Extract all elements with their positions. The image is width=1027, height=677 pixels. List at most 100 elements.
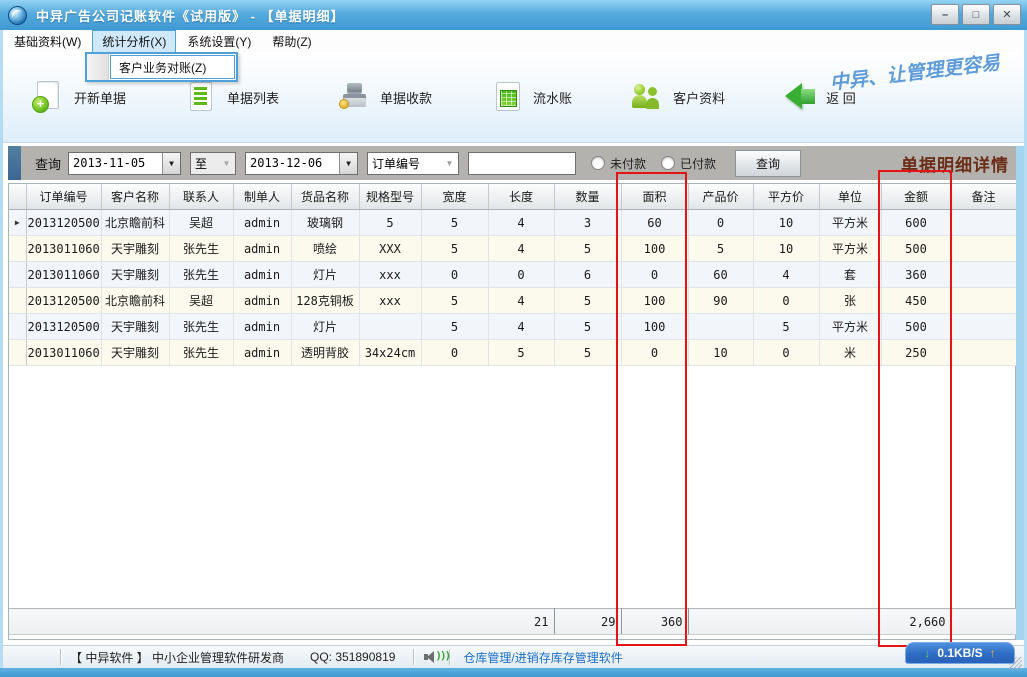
table-cell[interactable]: 100	[621, 313, 689, 340]
chevron-down-icon[interactable]: ▼	[339, 152, 358, 174]
minimize-button[interactable]: –	[931, 4, 959, 25]
table-cell[interactable]: 2013011060	[26, 235, 102, 262]
table-cell[interactable]	[688, 313, 754, 340]
search-field-combo[interactable]: 订单编号 ▼	[367, 151, 460, 175]
table-cell[interactable]: 套	[819, 261, 882, 288]
row-selector[interactable]	[9, 235, 27, 262]
radio-paid[interactable]: 已付款	[661, 155, 716, 172]
column-header-10[interactable]: 产品价	[688, 184, 754, 210]
table-cell[interactable]: 0	[488, 261, 555, 288]
column-header-9[interactable]: 面积	[621, 184, 689, 210]
table-cell[interactable]: 吴超	[169, 287, 234, 314]
toolbar-button-new-document[interactable]: 开新单据	[32, 81, 126, 113]
table-cell[interactable]: 4	[488, 313, 555, 340]
column-header-12[interactable]: 单位	[819, 184, 882, 210]
table-cell[interactable]: 0	[688, 209, 754, 236]
table-cell[interactable]: 张先生	[169, 235, 234, 262]
table-cell[interactable]: xxx	[359, 261, 422, 288]
menu-help[interactable]: 帮助(Z)	[272, 34, 312, 49]
table-cell[interactable]: 5	[688, 235, 754, 262]
toolbar-button-document-list[interactable]: 单据列表	[186, 81, 279, 113]
table-cell[interactable]: 灯片	[291, 313, 360, 340]
close-button[interactable]: ✕	[993, 4, 1021, 25]
table-cell[interactable]: 0	[753, 287, 820, 314]
menu-basic-data[interactable]: 基础资料(W)	[14, 34, 82, 49]
toolbar-button-receive-payment[interactable]: 单据收款	[339, 81, 432, 113]
table-cell[interactable]: 34x24cm	[359, 339, 422, 366]
table-cell[interactable]: 5	[421, 235, 489, 262]
table-cell[interactable]: 5	[421, 313, 489, 340]
table-cell[interactable]	[359, 313, 422, 340]
column-header-6[interactable]: 宽度	[421, 184, 489, 210]
toolbar-button-ledger[interactable]: 流水账	[492, 81, 572, 113]
table-cell[interactable]: 天宇雕刻	[101, 339, 170, 366]
table-cell[interactable]: 4	[753, 261, 820, 288]
row-selector[interactable]	[9, 339, 27, 366]
table-cell[interactable]: 张先生	[169, 261, 234, 288]
table-cell[interactable]: 10	[753, 209, 820, 236]
column-header-8[interactable]: 数量	[554, 184, 622, 210]
table-cell[interactable]: 5	[488, 339, 555, 366]
table-cell[interactable]: 128克铜板	[291, 287, 360, 314]
table-cell[interactable]: 米	[819, 339, 882, 366]
table-cell[interactable]: 平方米	[819, 209, 882, 236]
column-header-7[interactable]: 长度	[488, 184, 555, 210]
table-cell[interactable]: 吴超	[169, 209, 234, 236]
table-cell[interactable]: 100	[621, 235, 689, 262]
chevron-down-icon[interactable]: ▼	[162, 152, 181, 174]
column-header-3[interactable]: 制单人	[233, 184, 292, 210]
column-header-2[interactable]: 联系人	[169, 184, 234, 210]
toolbar-button-back[interactable]: 返 回	[785, 81, 856, 113]
table-cell[interactable]: 张先生	[169, 313, 234, 340]
table-cell[interactable]: 5	[359, 209, 422, 236]
table-cell[interactable]: admin	[233, 235, 292, 262]
maximize-button[interactable]: □	[962, 4, 990, 25]
table-cell[interactable]: 2013011060	[26, 339, 102, 366]
table-cell[interactable]: 3	[554, 209, 622, 236]
table-cell[interactable]: 北京瞻前科	[101, 209, 170, 236]
table-cell[interactable]	[951, 235, 1017, 262]
table-cell[interactable]: 600	[881, 209, 952, 236]
row-selector[interactable]	[9, 313, 27, 340]
menu-statistics[interactable]: 统计分析(X)	[92, 29, 177, 53]
table-cell[interactable]: 灯片	[291, 261, 360, 288]
row-selector[interactable]	[9, 287, 27, 314]
menu-system-settings[interactable]: 系统设置(Y)	[187, 34, 252, 49]
table-cell[interactable]: admin	[233, 209, 292, 236]
table-cell[interactable]: 6	[554, 261, 622, 288]
table-cell[interactable]: 5	[753, 313, 820, 340]
table-cell[interactable]: 360	[881, 261, 952, 288]
table-cell[interactable]: 2013120500	[26, 209, 102, 236]
table-cell[interactable]: 喷绘	[291, 235, 360, 262]
table-cell[interactable]	[951, 209, 1017, 236]
radio-unpaid[interactable]: 未付款	[591, 155, 646, 172]
network-speed-badge[interactable]: ↓ 0.1KB/S ↑	[905, 642, 1015, 664]
table-cell[interactable]: 0	[421, 261, 489, 288]
table-cell[interactable]: 10	[753, 235, 820, 262]
table-cell[interactable]	[951, 261, 1017, 288]
table-cell[interactable]: 天宇雕刻	[101, 313, 170, 340]
table-cell[interactable]: 250	[881, 339, 952, 366]
table-cell[interactable]: 天宇雕刻	[101, 261, 170, 288]
table-cell[interactable]: 10	[688, 339, 754, 366]
date-from-combo[interactable]: 2013-11-05 ▼	[68, 151, 182, 175]
table-cell[interactable]: 60	[688, 261, 754, 288]
table-cell[interactable]: 0	[753, 339, 820, 366]
column-header-13[interactable]: 金额	[881, 184, 952, 210]
search-button[interactable]: 查询	[735, 149, 802, 177]
table-cell[interactable]: 透明背胶	[291, 339, 360, 366]
table-cell[interactable]: 500	[881, 313, 952, 340]
range-separator-combo[interactable]: 至 ▼	[190, 151, 237, 175]
table-cell[interactable]: 张	[819, 287, 882, 314]
toolbar-button-customers[interactable]: 客户资料	[632, 81, 725, 113]
table-cell[interactable]: admin	[233, 287, 292, 314]
table-cell[interactable]: 100	[621, 287, 689, 314]
table-cell[interactable]	[951, 313, 1017, 340]
table-cell[interactable]: 2013120500	[26, 287, 102, 314]
table-cell[interactable]: 玻璃钢	[291, 209, 360, 236]
table-cell[interactable]: 5	[421, 209, 489, 236]
table-cell[interactable]: 500	[881, 235, 952, 262]
product-link[interactable]: 仓库管理/进销存库存管理软件	[463, 650, 623, 665]
table-cell[interactable]: 4	[488, 287, 555, 314]
table-cell[interactable]: 平方米	[819, 313, 882, 340]
